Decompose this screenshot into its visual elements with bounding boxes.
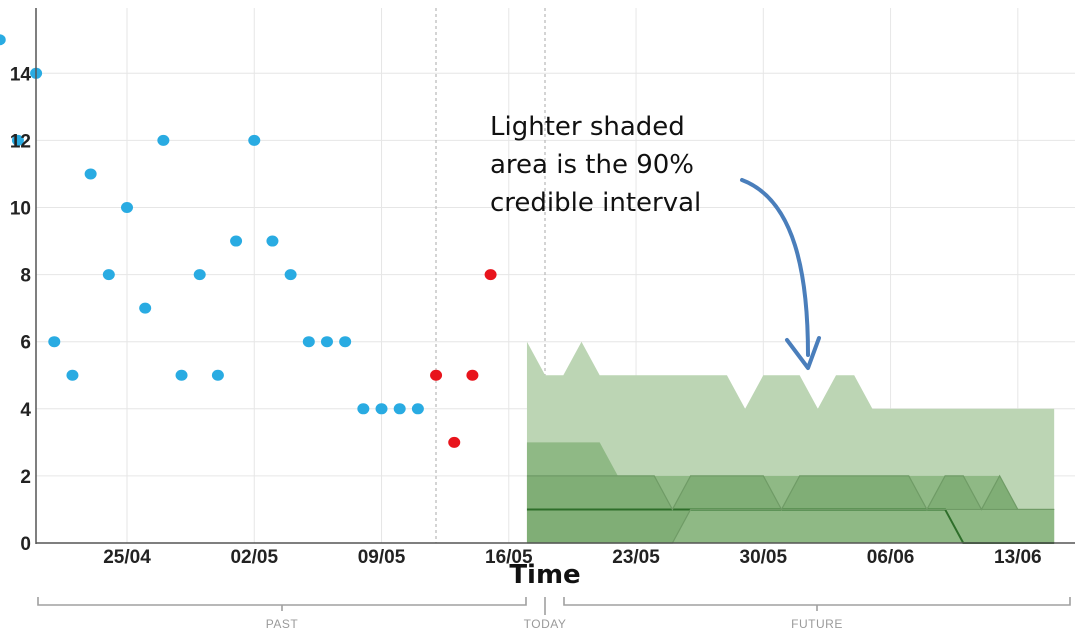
annotation-text: area is the 90% (490, 150, 694, 180)
data-point (230, 235, 243, 247)
period-braces: PAST TODAY FUTURE (37, 597, 1071, 631)
annotation-text: Lighter shaded (490, 112, 685, 142)
y-tick-label: 14 (10, 64, 32, 85)
x-tick-label: 30/05 (740, 547, 788, 568)
data-point (448, 436, 461, 448)
annotation: Lighter shaded area is the 90% credible in… (490, 112, 701, 218)
data-point (375, 403, 388, 415)
y-tick-label: 4 (20, 400, 31, 421)
data-point (157, 134, 170, 146)
annotation-arrowhead (785, 336, 821, 370)
data-point (302, 336, 315, 348)
axes (35, 8, 1075, 544)
x-tick-label: 16/05 (485, 547, 533, 568)
y-tick-label: 0 (20, 534, 31, 555)
past-brace (37, 597, 527, 606)
x-tick-label: 23/05 (612, 547, 660, 568)
data-point (139, 302, 152, 314)
data-point (411, 403, 424, 415)
data-point (248, 134, 261, 146)
annotation-arrow (740, 178, 810, 357)
data-point (211, 369, 224, 381)
data-point (320, 336, 333, 348)
x-tick-label: 06/06 (867, 547, 915, 568)
data-point (266, 235, 279, 247)
x-tick-label: 09/05 (358, 547, 406, 568)
x-tick-labels: 25/04 02/05 09/05 16/05 23/05 30/05 06/06 13/06 (103, 547, 1041, 568)
data-point (66, 369, 79, 381)
data-point (430, 369, 443, 381)
data-point (0, 34, 6, 46)
data-point (11, 134, 24, 146)
data-point (175, 369, 188, 381)
annotation-text: credible interval (490, 188, 701, 218)
x-tick-label: 13/06 (994, 547, 1042, 568)
y-tick-label: 10 (10, 199, 31, 220)
y-tick-labels: 0 2 4 6 8 10 12 14 (10, 64, 32, 555)
data-point (466, 369, 479, 381)
y-tick-label: 8 (20, 266, 31, 287)
period-label: FUTURE (791, 617, 843, 631)
x-tick-label: 25/04 (103, 547, 151, 568)
data-point (284, 269, 297, 281)
data-point (48, 336, 61, 348)
data-point (102, 269, 115, 281)
y-tick-label: 6 (20, 333, 31, 354)
data-point (193, 269, 206, 281)
future-brace (563, 597, 1071, 606)
data-point (484, 269, 497, 281)
credible-interval-bands (526, 341, 1055, 544)
data-point (393, 403, 406, 415)
period-label: TODAY (524, 617, 567, 631)
data-point (357, 403, 370, 415)
data-point (339, 336, 352, 348)
y-tick-label: 12 (10, 131, 31, 152)
period-label: PAST (266, 617, 299, 631)
data-point (121, 202, 133, 213)
mid-edge-line (526, 474, 1055, 511)
x-axis-label: Time (509, 560, 580, 590)
data-points (0, 34, 497, 448)
y-tick-label: 2 (20, 467, 31, 488)
x-tick-label: 02/05 (230, 547, 278, 568)
data-point (84, 168, 97, 180)
